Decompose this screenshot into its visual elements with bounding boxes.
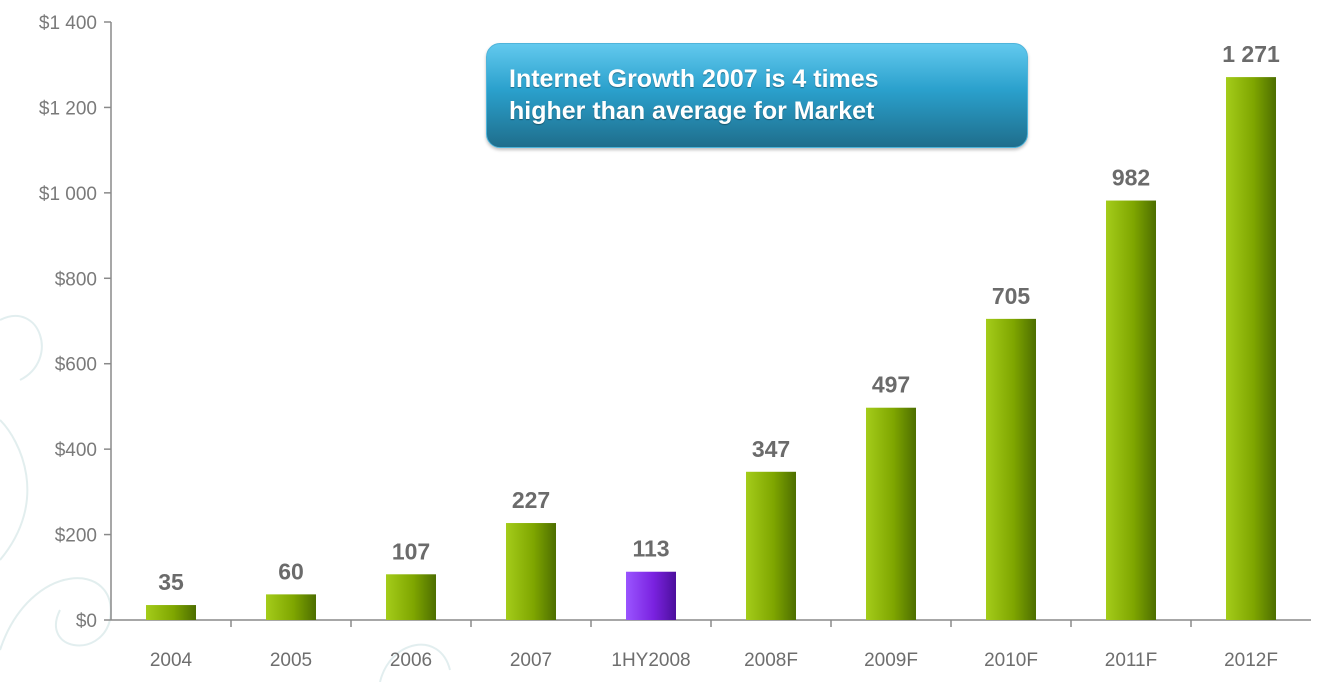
data-label-2005: 60 xyxy=(278,558,304,584)
data-label-2008F: 347 xyxy=(752,436,790,462)
x-tick-label-1HY2008: 1HY2008 xyxy=(611,650,690,671)
data-label-2006: 107 xyxy=(392,538,430,564)
bar-2006 xyxy=(386,574,436,620)
x-axis-labels: 2004 2005 2006 2007 1HY2008 2008F 2009F 2010F 20… xyxy=(150,650,1278,671)
data-label-2010F: 705 xyxy=(992,283,1031,309)
data-label-1HY2008: 113 xyxy=(632,536,669,562)
data-label-2011F: 982 xyxy=(1112,165,1150,191)
y-tick-label: $1 000 xyxy=(39,184,97,205)
bar-2007 xyxy=(506,523,556,620)
callout-line-2: higher than average for Market xyxy=(509,97,875,125)
x-tick-label-2010F: 2010F xyxy=(984,650,1038,671)
y-tick-label: $1 200 xyxy=(39,98,97,119)
y-tick-label: $800 xyxy=(55,269,97,290)
x-tick-label-2009F: 2009F xyxy=(864,650,918,671)
x-tick-label-2011F: 2011F xyxy=(1105,650,1157,671)
x-tick-label-2005: 2005 xyxy=(270,650,312,671)
bar-2008F xyxy=(746,471,796,620)
data-label-2009F: 497 xyxy=(872,372,910,398)
data-label-2007: 227 xyxy=(512,487,550,513)
data-label-2004: 35 xyxy=(158,569,184,595)
bar-2009F xyxy=(866,407,916,620)
y-tick-label: $600 xyxy=(55,355,97,376)
data-label-2012F: 1 271 xyxy=(1222,41,1280,67)
x-tick-label-2004: 2004 xyxy=(150,650,193,671)
bar-2010F xyxy=(986,318,1036,620)
x-tick-label-2008F: 2008F xyxy=(744,650,798,671)
y-axis-labels: $0 $200 $400 $600 $800 $1 000 $1 200 $1 400 xyxy=(39,13,97,632)
bar-2004 xyxy=(146,605,196,620)
x-tick-label-2007: 2007 xyxy=(510,650,552,671)
y-tick-label: $400 xyxy=(55,440,97,461)
callout-line-1: Internet Growth 2007 is 4 times xyxy=(509,65,879,93)
bars xyxy=(146,77,1276,620)
bar-1HY2008 xyxy=(626,571,676,620)
bar-2005 xyxy=(266,594,316,620)
y-tick-label: $0 xyxy=(76,611,97,632)
bar-2012F xyxy=(1226,77,1276,620)
data-labels: 35 60 107 227 113 347 497 705 982 1 271 xyxy=(158,41,1280,595)
x-tick-label-2012F: 2012F xyxy=(1224,650,1278,671)
y-tick-label: $200 xyxy=(55,526,97,547)
callout-box: Internet Growth 2007 is 4 times higher t… xyxy=(486,43,1028,148)
y-tick-label: $1 400 xyxy=(39,13,97,34)
bar-2011F xyxy=(1106,200,1156,620)
x-tick-label-2006: 2006 xyxy=(390,650,432,671)
